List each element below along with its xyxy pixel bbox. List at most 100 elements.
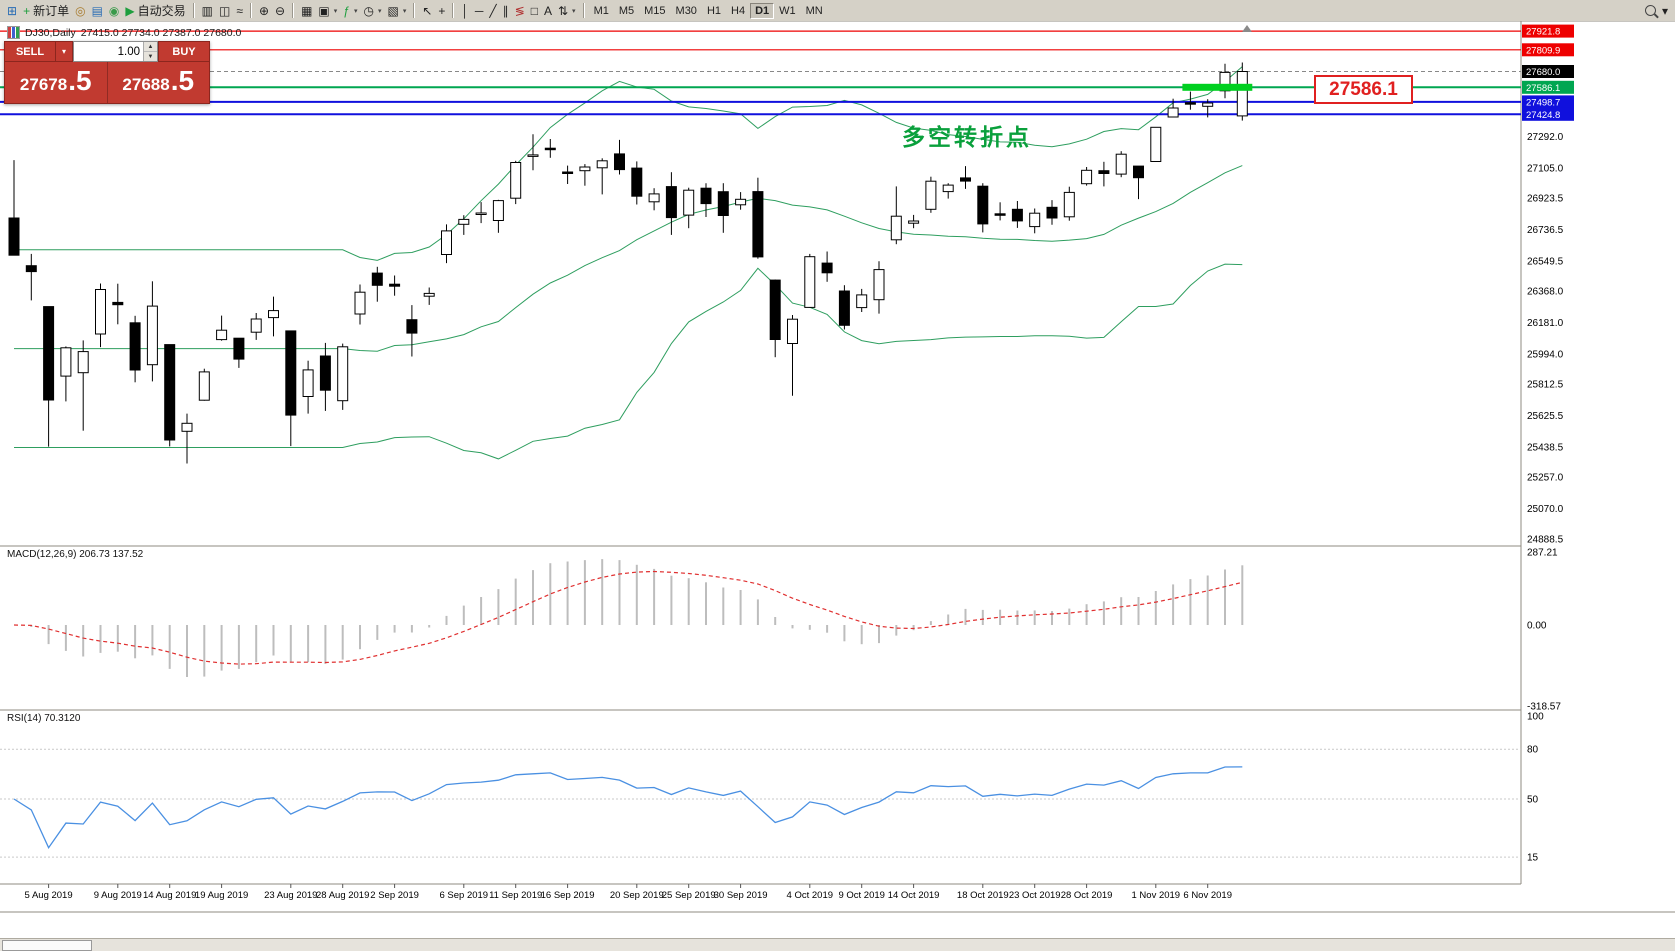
new-chart-icon[interactable]: ⊞	[4, 4, 20, 18]
timeframe-m15[interactable]: M15	[644, 4, 666, 17]
new-chart-icon-glyph: ⊞	[7, 3, 18, 18]
templates-icon[interactable]: ▧ ▾	[384, 4, 409, 18]
bar-chart-type-icon-glyph: ▥	[201, 3, 213, 18]
candle	[925, 180, 937, 210]
timeframes-icon[interactable]: ◷ ▾	[360, 4, 384, 18]
candle	[683, 189, 695, 216]
one-click-trading-panel: SELL ▾ ▲ ▼ BUY 27678 .5 27688 .5	[4, 41, 210, 104]
order-options-dropdown[interactable]: ▾	[56, 41, 73, 62]
equidistant-channel-icon[interactable]: ∥	[500, 4, 512, 18]
candlestick-type-icon[interactable]: ◫	[216, 4, 233, 18]
timeframe-mn[interactable]: MN	[805, 4, 823, 17]
toolbar-separator	[452, 3, 455, 18]
price-axis-label: 26181.0	[1527, 318, 1564, 329]
volume-up-icon[interactable]: ▲	[144, 42, 157, 52]
candle	[752, 191, 764, 258]
price-callout-box: 27586.1	[1314, 75, 1413, 104]
candle	[960, 177, 971, 182]
price-axis-label: 27105.0	[1527, 163, 1564, 174]
horizontal-line-icon[interactable]: ─	[472, 4, 487, 18]
order-prices: 27678 .5 27688 .5	[4, 62, 210, 104]
macd-panel	[13, 559, 1244, 677]
buy-price-pips: .5	[170, 65, 195, 96]
candle	[458, 218, 470, 225]
macd-indicator-label: MACD(12,26,9) 206.73 137.52	[7, 549, 144, 560]
text-label-icon[interactable]: A	[541, 4, 555, 18]
rsi-panel	[0, 748, 1521, 858]
time-axis-label: 14 Oct 2019	[888, 890, 940, 901]
candle	[527, 154, 539, 157]
price-tag-label: 27424.8	[1526, 110, 1560, 121]
cursor-icon[interactable]: ↖	[419, 4, 435, 18]
timeframe-w1[interactable]: W1	[779, 4, 796, 17]
time-axis-label: 19 Aug 2019	[195, 890, 248, 901]
market-watch-icon[interactable]: ▤	[89, 4, 106, 18]
volume-input[interactable]	[74, 42, 143, 61]
new-order-button-label: 新订单	[33, 4, 70, 18]
candle	[977, 185, 989, 225]
candle	[579, 166, 591, 172]
bar-chart-type-icon[interactable]: ▥	[199, 4, 216, 18]
price-axis-label: 25070.0	[1527, 504, 1564, 515]
buy-button[interactable]: BUY	[158, 41, 210, 62]
equidistant-channel-icon-glyph: ∥	[502, 3, 509, 18]
price-tag	[1522, 107, 1574, 121]
price-tag	[1522, 95, 1574, 109]
arrows-icon[interactable]: ⇅ ▾	[555, 4, 579, 18]
price-axis-label: 25438.5	[1527, 442, 1564, 453]
chevron-down-icon[interactable]: ▾	[1659, 4, 1671, 18]
vertical-line-icon[interactable]: │	[458, 4, 472, 18]
price-tag-label: 27921.8	[1526, 27, 1560, 38]
indicators-icon[interactable]: ƒ ▾	[340, 4, 360, 18]
time-axis-label: 25 Sep 2019	[662, 890, 716, 901]
timeframe-m5[interactable]: M5	[618, 4, 635, 17]
candle	[441, 230, 452, 255]
candle	[216, 329, 228, 341]
volume-spinner[interactable]: ▲ ▼	[143, 42, 157, 61]
price-axis-label: 26549.5	[1527, 256, 1564, 267]
candle	[614, 153, 625, 171]
signals-icon[interactable]: ◉	[106, 4, 122, 18]
candle	[769, 279, 781, 341]
rsi-axis-label: 15	[1527, 853, 1539, 864]
trendline-icon[interactable]: ╱	[486, 4, 499, 18]
timeframe-m1[interactable]: M1	[593, 4, 609, 17]
price-axis-label: 25625.5	[1527, 411, 1564, 422]
candle	[43, 306, 55, 401]
compass-icon[interactable]: ◎	[72, 4, 88, 18]
auto-arrange-icon[interactable]: ▣ ▾	[315, 4, 340, 18]
new-order-button[interactable]: + 新订单	[20, 1, 72, 20]
candlestick-type-icon-glyph: ◫	[219, 3, 231, 18]
time-axis-label: 9 Aug 2019	[94, 890, 142, 901]
autotrading-button[interactable]: ▶ 自动交易	[122, 1, 188, 20]
line-chart-type-icon[interactable]: ≈	[233, 4, 246, 18]
search-icon[interactable]	[1642, 4, 1659, 17]
timeframe-m30[interactable]: M30	[675, 4, 697, 17]
chart-shift-marker[interactable]	[1242, 25, 1252, 32]
shapes-icon[interactable]: □	[528, 4, 541, 18]
zoom-out-icon[interactable]: ⊖	[272, 4, 288, 18]
highlighted-line-segment[interactable]	[1182, 83, 1253, 91]
volume-down-icon[interactable]: ▼	[144, 52, 157, 61]
horizontal-scrollbar[interactable]	[0, 938, 1675, 951]
macd-axis-label: 0.00	[1527, 621, 1547, 632]
timeframe-h1[interactable]: H1	[706, 4, 721, 17]
candle	[821, 262, 833, 274]
timeframe-h4[interactable]: H4	[731, 4, 746, 17]
time-axis-label: 23 Aug 2019	[264, 890, 317, 901]
zoom-in-icon[interactable]: ⊕	[256, 4, 272, 18]
sell-price[interactable]: 27678 .5	[5, 62, 107, 103]
buy-price[interactable]: 27688 .5	[108, 62, 210, 103]
tile-windows-icon[interactable]: ▦	[298, 4, 315, 18]
crosshair-icon[interactable]: +	[435, 4, 448, 18]
scrollbar-thumb[interactable]	[2, 940, 92, 951]
timeframe-d1[interactable]: D1	[750, 2, 775, 19]
toolbar-separator	[249, 3, 252, 18]
fibonacci-icon[interactable]: ≶	[512, 4, 528, 18]
candle	[1098, 170, 1110, 174]
sell-button[interactable]: SELL	[4, 41, 56, 62]
chart-frame	[0, 20, 1675, 913]
sell-price-pips: .5	[68, 65, 92, 96]
